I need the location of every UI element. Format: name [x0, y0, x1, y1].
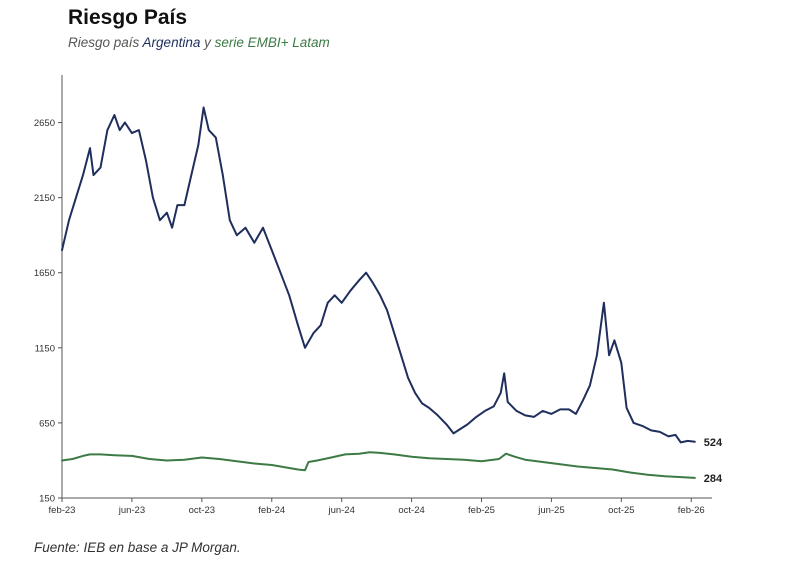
series-line-embi-latam [61, 451, 696, 479]
chart-subtitle: Riesgo país Argentina y serie EMBI+ Lata… [68, 35, 330, 50]
y-tick-label: 150 [39, 494, 55, 505]
x-tick-label: jun-25 [537, 505, 564, 516]
end-value-label-embi-latam: 284 [704, 473, 723, 485]
y-tick-label: 1150 [35, 343, 55, 354]
x-tick-label: oct-25 [608, 505, 634, 516]
x-tick-label: feb-23 [49, 505, 76, 516]
y-tick-label: 650 [39, 418, 55, 429]
chart-axes [58, 75, 712, 502]
source-note: Fuente: IEB en base a JP Morgan. [34, 540, 241, 555]
x-tick-label: oct-23 [189, 505, 215, 516]
y-tick-label: 2650 [34, 118, 55, 129]
chart-labels: 150 650 1150 1650 2150 2650 feb-23 jun-23 oct-23… [34, 118, 723, 516]
y-tick-label: 2150 [34, 193, 55, 204]
x-tick-label: jun-24 [327, 505, 354, 516]
x-tick-label: jun-23 [118, 505, 145, 516]
end-value-label-argentina: 524 [704, 437, 723, 449]
series-line-argentina [61, 106, 696, 444]
y-tick-label: 1650 [34, 268, 55, 279]
subtitle-connector: y [204, 35, 211, 50]
subtitle-argentina: Argentina [142, 35, 201, 50]
x-tick-label: feb-24 [258, 505, 285, 516]
subtitle-prefix: Riesgo país [68, 35, 140, 50]
subtitle-embi: serie EMBI+ Latam [214, 35, 330, 50]
x-tick-label: feb-25 [468, 505, 495, 516]
chart-title: Riesgo País [68, 6, 188, 29]
x-tick-label: oct-24 [398, 505, 424, 516]
chart-series [61, 106, 696, 479]
x-tick-label: feb-26 [678, 505, 705, 516]
